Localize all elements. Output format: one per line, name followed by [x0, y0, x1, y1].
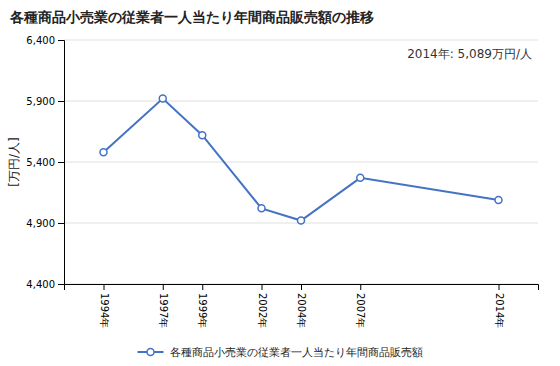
y-axis: 4,400 4,900 5,400 5,900 6,400 — [26, 35, 64, 290]
x-tick-label: 2004年 — [296, 293, 307, 328]
y-tick: 5,400 — [26, 157, 64, 168]
y-tick-mark — [58, 223, 64, 224]
y-tick-label: 5,900 — [26, 96, 55, 107]
grid — [64, 40, 538, 284]
y-tick-mark — [58, 40, 64, 41]
x-tick-mark — [262, 284, 263, 290]
y-tick-mark — [58, 101, 64, 102]
annotation: 2014年: 5,089万円/人 — [407, 47, 532, 61]
x-tick-mark — [104, 284, 105, 290]
y-tick: 6,400 — [26, 35, 64, 46]
x-tick: 1999年 — [197, 284, 208, 328]
y-tick: 5,900 — [26, 96, 64, 107]
x-tick-mark — [163, 284, 164, 290]
legend-item: 各種商品小売業の従業者一人当たり年間商品販売額 — [138, 346, 423, 359]
x-tick-label: 2007年 — [355, 293, 366, 328]
x-tick: 1994年 — [99, 284, 110, 328]
x-tick: 1997年 — [158, 284, 169, 328]
plot-area: 1994年 1997年 1999年 2002年 2004年 2007年 2014年 4,400… — [26, 35, 538, 329]
marks — [100, 95, 502, 224]
y-tick-label: 4,400 — [26, 279, 55, 290]
y-axis-line — [58, 41, 65, 285]
x-tick-label: 1994年 — [99, 293, 110, 328]
series-point — [258, 205, 265, 212]
y-axis-title: [万円/人] — [7, 137, 21, 186]
series-point — [495, 196, 502, 203]
legend-label: 各種商品小売業の従業者一人当たり年間商品販売額 — [170, 346, 423, 359]
legend: 各種商品小売業の従業者一人当たり年間商品販売額 — [138, 346, 423, 359]
x-tick-label: 1997年 — [158, 293, 169, 328]
series-line — [104, 99, 499, 221]
series-point — [159, 95, 166, 102]
y-tick-label: 5,400 — [26, 157, 55, 168]
x-tick-label: 1999年 — [197, 293, 208, 328]
y-tick-label: 6,400 — [26, 35, 55, 46]
series-point — [100, 149, 107, 156]
series-point — [357, 174, 364, 181]
x-tick-mark — [301, 284, 302, 290]
y-tick-label: 4,900 — [26, 218, 55, 229]
y-tick-mark — [58, 284, 64, 285]
grid-line — [64, 40, 538, 41]
grid-line — [64, 162, 538, 163]
y-tick: 4,900 — [26, 218, 64, 229]
x-tick: 2014年 — [494, 284, 505, 328]
x-tick-mark — [360, 284, 361, 290]
legend-marker — [147, 349, 154, 356]
x-tick: 2002年 — [257, 284, 268, 328]
series-point — [298, 217, 305, 224]
x-tick: 2004年 — [296, 284, 307, 328]
x-tick-mark — [202, 284, 203, 290]
y-tick: 4,400 — [26, 279, 64, 290]
series-point — [199, 132, 206, 139]
x-axis: 1994年 1997年 1999年 2002年 2004年 2007年 2014年 — [65, 284, 539, 328]
x-tick-label: 2002年 — [257, 293, 268, 328]
x-tick-mark — [499, 284, 500, 290]
x-tick: 2007年 — [355, 284, 366, 328]
x-tick-label: 2014年 — [494, 293, 505, 328]
title: 各種商品小売業の従業者一人当たり年間商品販売額の推移 — [9, 9, 374, 25]
y-tick-mark — [58, 162, 64, 163]
grid-line — [64, 101, 538, 102]
chart: 1994年 1997年 1999年 2002年 2004年 2007年 2014年 4,400… — [0, 0, 560, 366]
x-axis-line — [65, 285, 539, 291]
